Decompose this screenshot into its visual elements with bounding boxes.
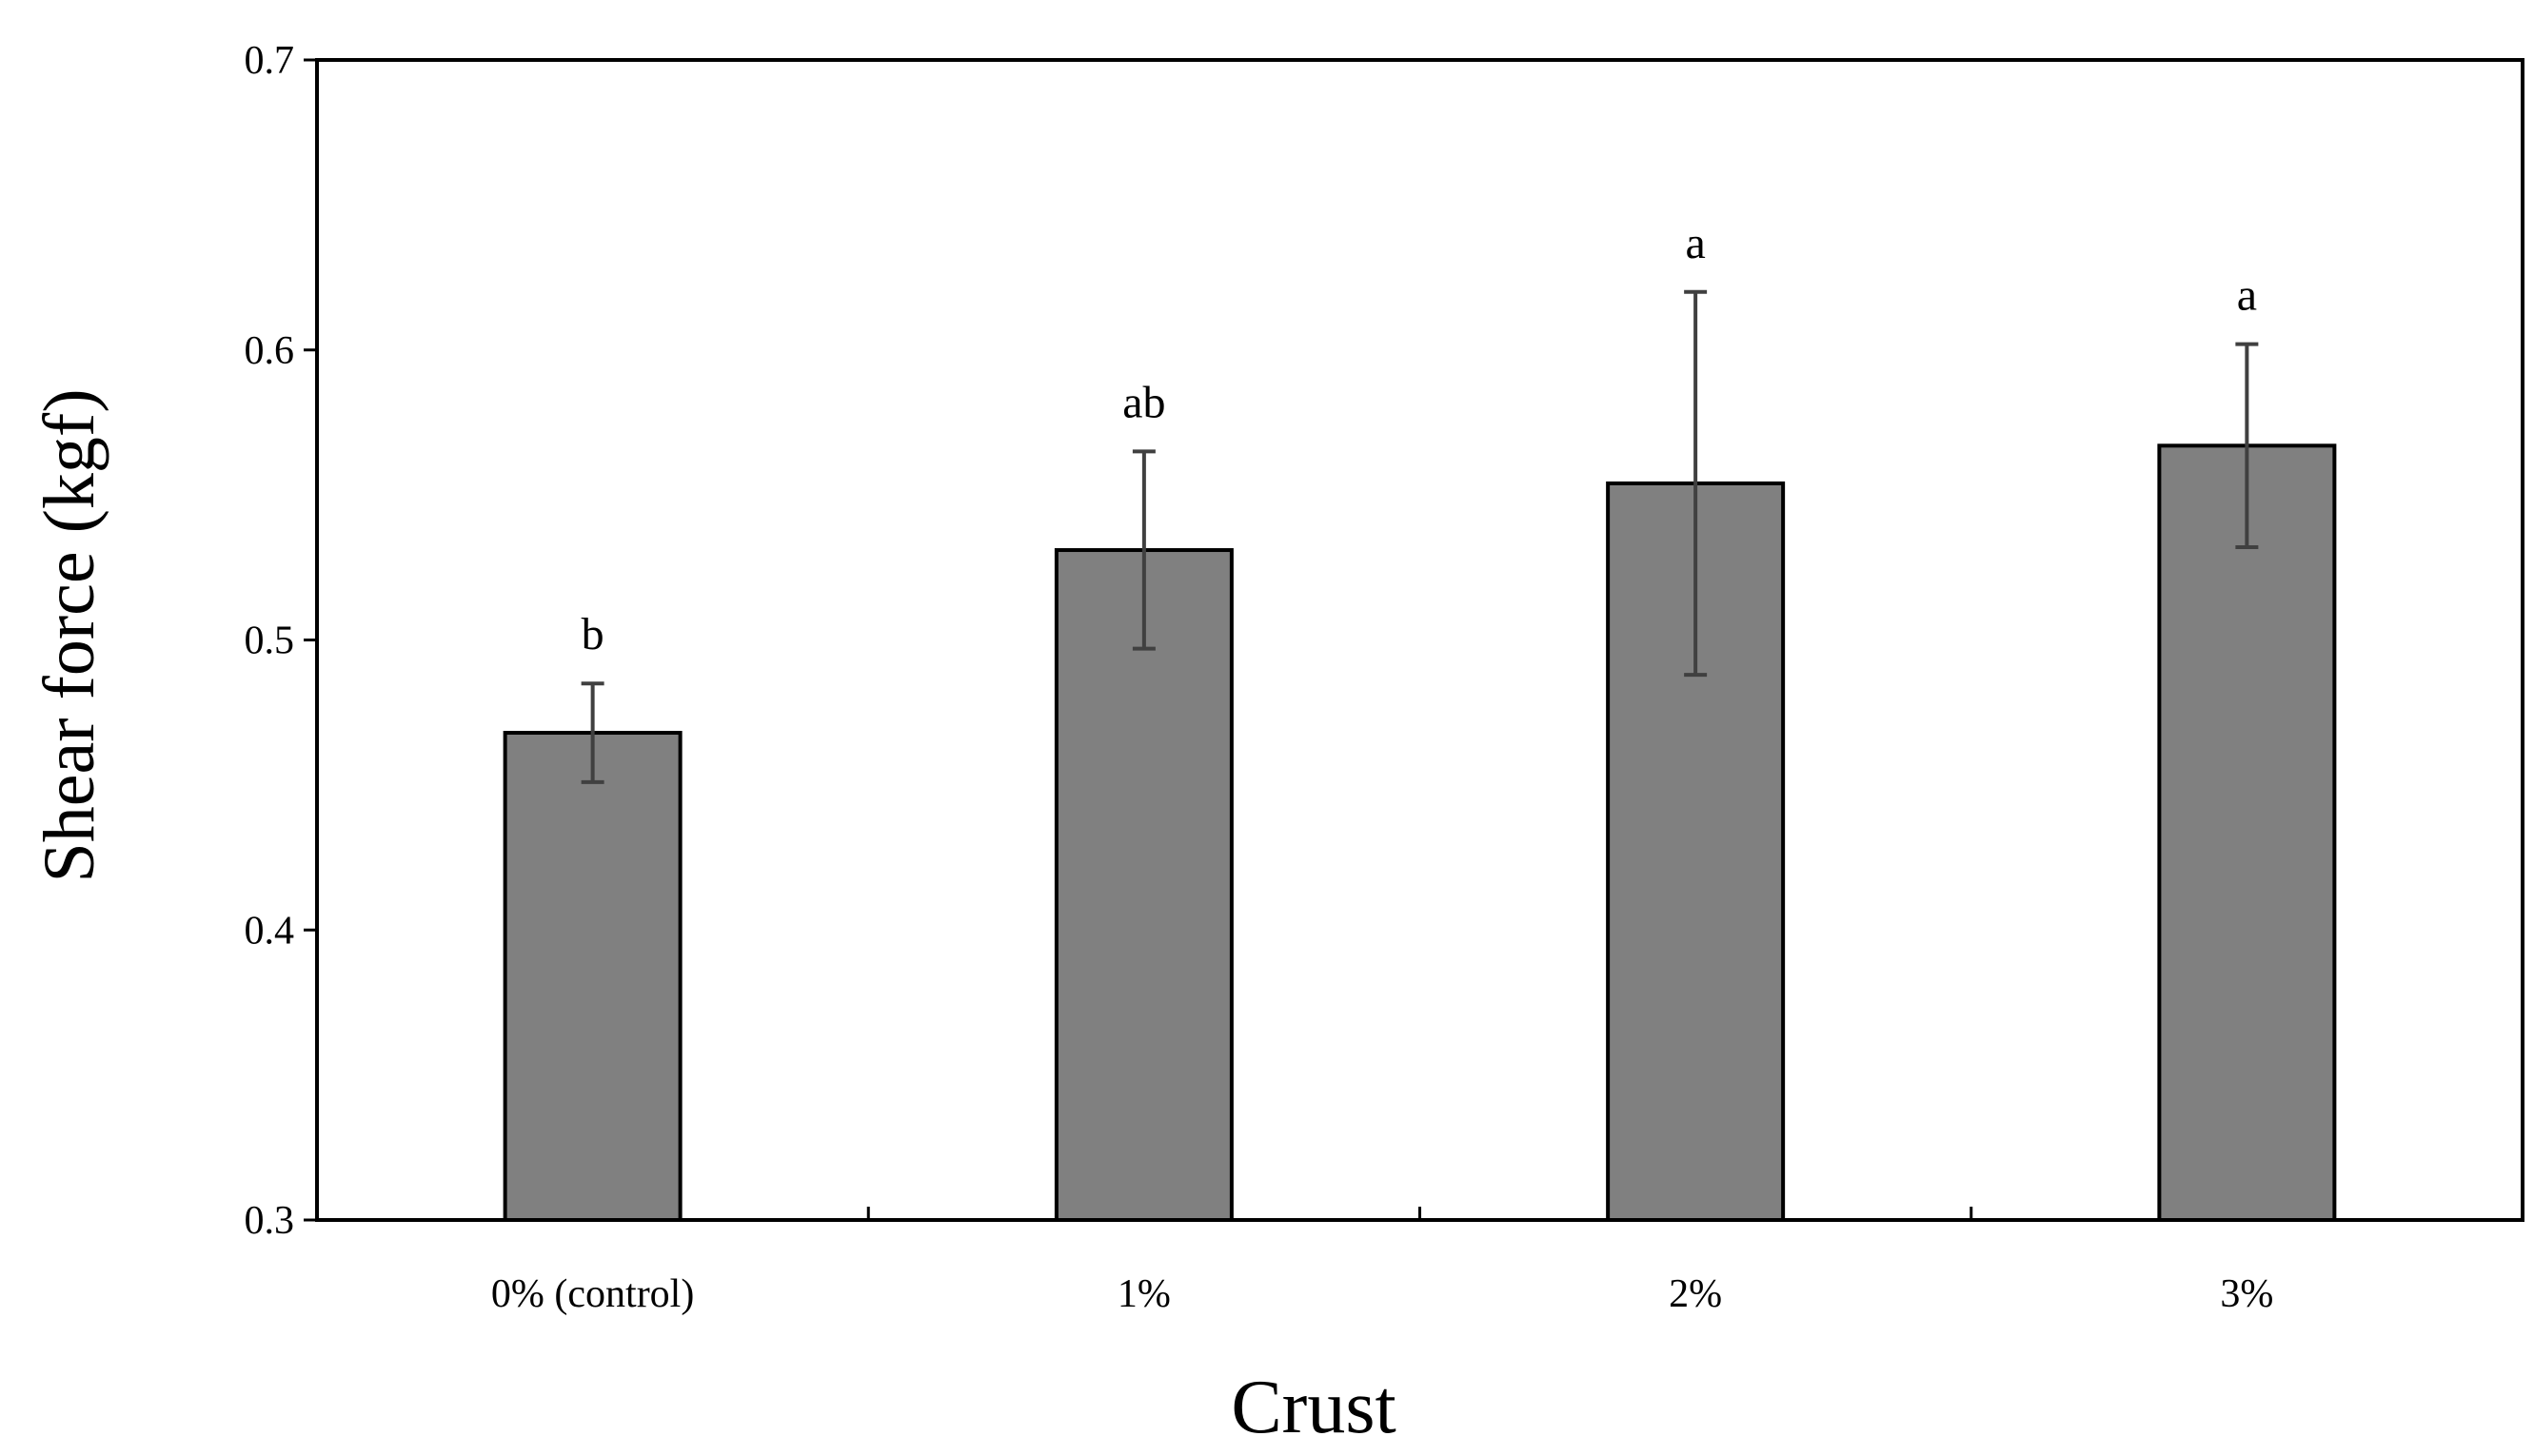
y-axis-title: Shear force (kgf) xyxy=(30,388,109,882)
x-tick-label: 3% xyxy=(2220,1272,2273,1316)
significance-label: a xyxy=(1685,218,1705,268)
x-tick-label: 1% xyxy=(1118,1272,1171,1316)
x-axis: 0% (control) 1% 2% 3% xyxy=(491,1207,2273,1316)
significance-label: ab xyxy=(1122,377,1165,427)
x-tick-label: 2% xyxy=(1669,1272,1722,1316)
error-bars-layer xyxy=(581,289,2259,784)
y-tick-label: 0.4 xyxy=(245,909,295,953)
bar xyxy=(1054,548,1234,1222)
significance-label: a xyxy=(2237,270,2257,321)
y-axis: 0.3 0.4 0.5 0.6 0.7 xyxy=(245,39,317,1243)
y-tick-label: 0.6 xyxy=(245,329,295,373)
x-axis-title: Crust xyxy=(1231,1366,1396,1449)
y-tick-label: 0.7 xyxy=(245,39,295,83)
bar xyxy=(503,731,683,1223)
y-tick-label: 0.3 xyxy=(245,1199,295,1243)
x-tick-label: 0% (control) xyxy=(491,1272,694,1316)
bar xyxy=(2157,443,2337,1222)
significance-label: b xyxy=(582,609,604,659)
y-tick-label: 0.5 xyxy=(245,620,295,663)
significance-labels: b ab a a xyxy=(582,218,2257,659)
